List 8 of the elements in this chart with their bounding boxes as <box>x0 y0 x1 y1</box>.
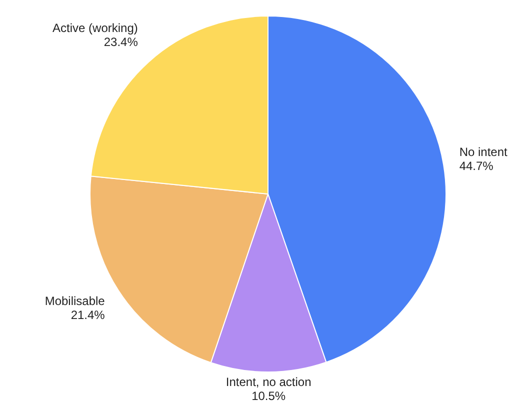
data-label: 23.4% <box>104 35 138 50</box>
slice-label: No intent <box>459 144 508 159</box>
data-label: 21.4% <box>70 308 106 322</box>
slice-label: Active (working) <box>52 21 138 36</box>
slice-label: Mobilisable <box>44 294 106 308</box>
data-label: 44.7% <box>459 158 494 173</box>
slice-label: Intent, no action <box>226 375 312 389</box>
data-label: 10.5% <box>252 389 286 403</box>
